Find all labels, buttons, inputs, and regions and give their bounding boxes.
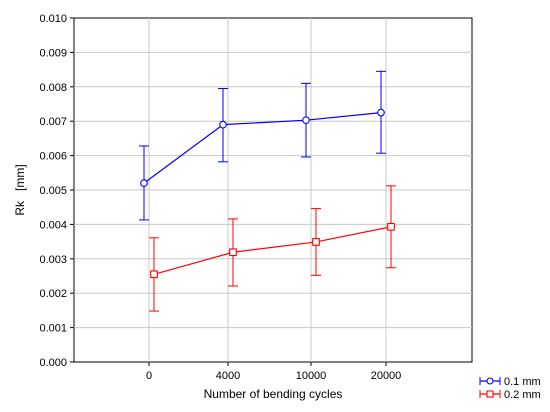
data-point bbox=[387, 222, 395, 231]
legend-marker bbox=[486, 377, 494, 385]
y-tick-label: 0.004 bbox=[39, 219, 67, 231]
legend: 0.1 mm0.2 mm bbox=[479, 376, 541, 401]
legend-label: 0.2 mm bbox=[504, 389, 541, 401]
y-tick-label: 0.001 bbox=[39, 323, 67, 335]
legend-label: 0.1 mm bbox=[504, 376, 541, 388]
data-point bbox=[312, 238, 320, 246]
legend-item: 0.2 mm bbox=[479, 389, 541, 401]
y-tick-label: 0.005 bbox=[39, 185, 67, 197]
series-line bbox=[143, 112, 382, 184]
y-tick-label: 0.006 bbox=[39, 151, 67, 163]
y-tick-label: 0.009 bbox=[39, 47, 67, 59]
y-tick-label: 0.008 bbox=[39, 82, 67, 94]
x-tick-label: 20000 bbox=[371, 370, 402, 382]
y-axis-title: Rk [mm] bbox=[13, 164, 27, 215]
x-tick-label: 10000 bbox=[296, 370, 327, 382]
series-2 bbox=[149, 185, 396, 312]
x-axis-title: Number of bending cycles bbox=[204, 387, 343, 401]
y-axis-ticks: 0.000 0.001 0.002 0.003 0.004 0.005 0.006 0.007… bbox=[39, 13, 74, 369]
y-tick-label: 0.000 bbox=[39, 357, 67, 369]
y-tick-label: 0.010 bbox=[39, 13, 67, 25]
data-point bbox=[302, 116, 310, 125]
y-tick-label: 0.007 bbox=[39, 116, 67, 128]
series-line bbox=[153, 226, 392, 275]
series-layer bbox=[139, 70, 396, 312]
grid bbox=[74, 18, 472, 362]
legend-marker bbox=[486, 390, 494, 398]
data-point bbox=[377, 108, 385, 117]
x-tick-label: 4000 bbox=[216, 370, 240, 382]
legend-item: 0.1 mm bbox=[479, 376, 541, 388]
data-point bbox=[229, 248, 237, 257]
y-tick-label: 0.002 bbox=[39, 288, 67, 300]
series-1 bbox=[139, 70, 386, 221]
x-tick-label: 0 bbox=[146, 370, 152, 382]
data-point bbox=[140, 179, 148, 187]
x-axis-ticks: 0 4000 10000 20000 bbox=[146, 362, 401, 382]
data-point bbox=[150, 270, 158, 279]
data-point bbox=[219, 120, 227, 129]
y-tick-label: 0.003 bbox=[39, 254, 67, 266]
